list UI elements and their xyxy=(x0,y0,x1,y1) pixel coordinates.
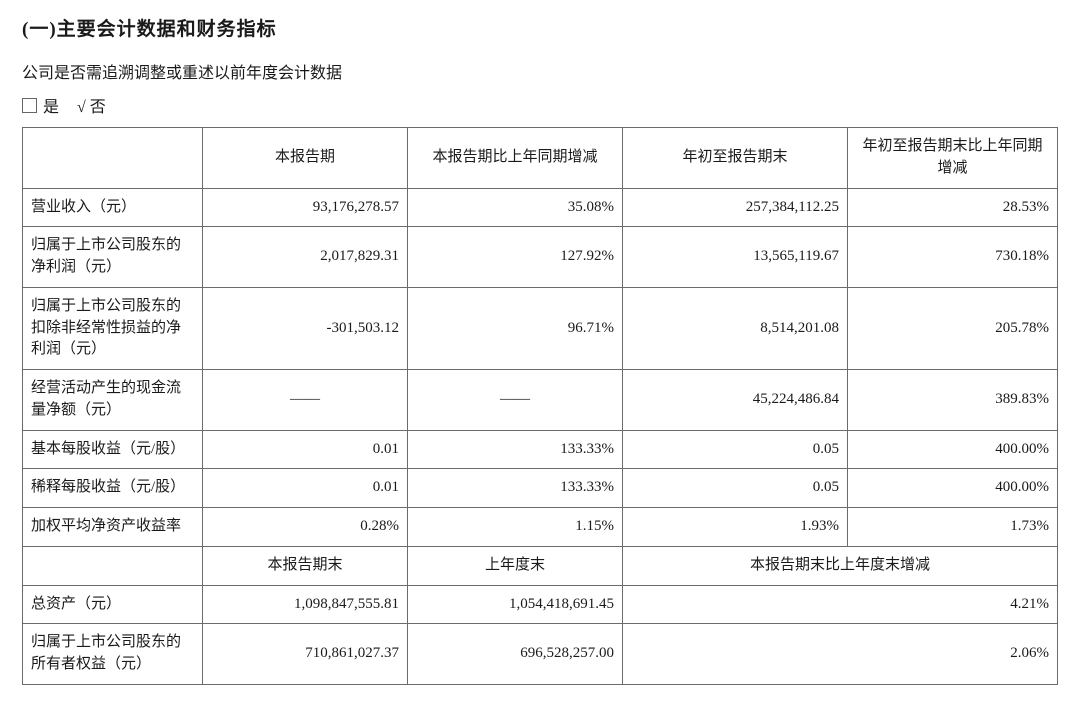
row-c1: —— xyxy=(203,370,408,431)
table-row: 经营活动产生的现金流量净额（元） —— —— 45,224,486.84 389… xyxy=(23,370,1058,431)
row-c3: 8,514,201.08 xyxy=(623,287,848,369)
row-c4: 730.18% xyxy=(848,227,1058,288)
th-current-period: 本报告期 xyxy=(203,128,408,189)
row-c1: 93,176,278.57 xyxy=(203,188,408,227)
checkbox-yes-group: 是 xyxy=(22,93,59,117)
row-label: 营业收入（元） xyxy=(23,188,203,227)
row-c34: 4.21% xyxy=(623,585,1058,624)
row-c2: 696,528,257.00 xyxy=(408,624,623,685)
table-row: 归属于上市公司股东的扣除非经常性损益的净利润（元） -301,503.12 96… xyxy=(23,287,1058,369)
checkbox-no-group: √ 否 xyxy=(77,93,106,117)
row-label: 归属于上市公司股东的净利润（元） xyxy=(23,227,203,288)
row-c3: 0.05 xyxy=(623,469,848,508)
row-c1: -301,503.12 xyxy=(203,287,408,369)
row-c1: 0.28% xyxy=(203,508,408,547)
th-ytd-change: 年初至报告期末比上年同期增减 xyxy=(848,128,1058,189)
row-c4: 28.53% xyxy=(848,188,1058,227)
row-c3: 1.93% xyxy=(623,508,848,547)
th-change-vs-prev-year-end: 本报告期末比上年度末增减 xyxy=(623,546,1058,585)
row-c1: 710,861,027.37 xyxy=(203,624,408,685)
restatement-prompt: 公司是否需追溯调整或重述以前年度会计数据 xyxy=(22,59,1058,83)
table-subheader-row: 本报告期末 上年度末 本报告期末比上年度末增减 xyxy=(23,546,1058,585)
checkbox-row: 是 √ 否 xyxy=(22,93,1058,117)
th-ytd: 年初至报告期末 xyxy=(623,128,848,189)
row-label: 总资产（元） xyxy=(23,585,203,624)
checkbox-yes[interactable] xyxy=(22,98,37,113)
th-blank xyxy=(23,128,203,189)
row-c3: 13,565,119.67 xyxy=(623,227,848,288)
table-row: 总资产（元） 1,098,847,555.81 1,054,418,691.45… xyxy=(23,585,1058,624)
row-label: 基本每股收益（元/股） xyxy=(23,430,203,469)
row-label: 归属于上市公司股东的所有者权益（元） xyxy=(23,624,203,685)
th-period-end: 本报告期末 xyxy=(203,546,408,585)
checkmark-icon: √ xyxy=(77,99,86,116)
row-c4: 205.78% xyxy=(848,287,1058,369)
row-c2: 127.92% xyxy=(408,227,623,288)
table-row: 加权平均净资产收益率 0.28% 1.15% 1.93% 1.73% xyxy=(23,508,1058,547)
checkbox-yes-label: 是 xyxy=(43,99,59,116)
row-c2: —— xyxy=(408,370,623,431)
row-c2: 35.08% xyxy=(408,188,623,227)
row-c2: 1,054,418,691.45 xyxy=(408,585,623,624)
table-header-row: 本报告期 本报告期比上年同期增减 年初至报告期末 年初至报告期末比上年同期增减 xyxy=(23,128,1058,189)
th-prev-year-end: 上年度末 xyxy=(408,546,623,585)
financial-table: 本报告期 本报告期比上年同期增减 年初至报告期末 年初至报告期末比上年同期增减 … xyxy=(22,127,1058,685)
row-label: 归属于上市公司股东的扣除非经常性损益的净利润（元） xyxy=(23,287,203,369)
row-c34: 2.06% xyxy=(623,624,1058,685)
row-c4: 400.00% xyxy=(848,469,1058,508)
row-c2: 96.71% xyxy=(408,287,623,369)
row-label: 稀释每股收益（元/股） xyxy=(23,469,203,508)
table-row: 归属于上市公司股东的所有者权益（元） 710,861,027.37 696,52… xyxy=(23,624,1058,685)
row-c4: 1.73% xyxy=(848,508,1058,547)
row-c1: 1,098,847,555.81 xyxy=(203,585,408,624)
row-c1: 2,017,829.31 xyxy=(203,227,408,288)
row-c2: 133.33% xyxy=(408,430,623,469)
row-c2: 133.33% xyxy=(408,469,623,508)
table-row: 归属于上市公司股东的净利润（元） 2,017,829.31 127.92% 13… xyxy=(23,227,1058,288)
row-c4: 400.00% xyxy=(848,430,1058,469)
th-blank-2 xyxy=(23,546,203,585)
table-row: 基本每股收益（元/股） 0.01 133.33% 0.05 400.00% xyxy=(23,430,1058,469)
row-c3: 0.05 xyxy=(623,430,848,469)
row-c1: 0.01 xyxy=(203,469,408,508)
row-c4: 389.83% xyxy=(848,370,1058,431)
row-c2: 1.15% xyxy=(408,508,623,547)
checkbox-no-label: 否 xyxy=(90,99,106,116)
row-label: 加权平均净资产收益率 xyxy=(23,508,203,547)
row-c3: 45,224,486.84 xyxy=(623,370,848,431)
row-c3: 257,384,112.25 xyxy=(623,188,848,227)
table-row: 稀释每股收益（元/股） 0.01 133.33% 0.05 400.00% xyxy=(23,469,1058,508)
section-title: (一)主要会计数据和财务指标 xyxy=(22,14,1058,41)
th-current-change: 本报告期比上年同期增减 xyxy=(408,128,623,189)
row-label: 经营活动产生的现金流量净额（元） xyxy=(23,370,203,431)
table-row: 营业收入（元） 93,176,278.57 35.08% 257,384,112… xyxy=(23,188,1058,227)
row-c1: 0.01 xyxy=(203,430,408,469)
